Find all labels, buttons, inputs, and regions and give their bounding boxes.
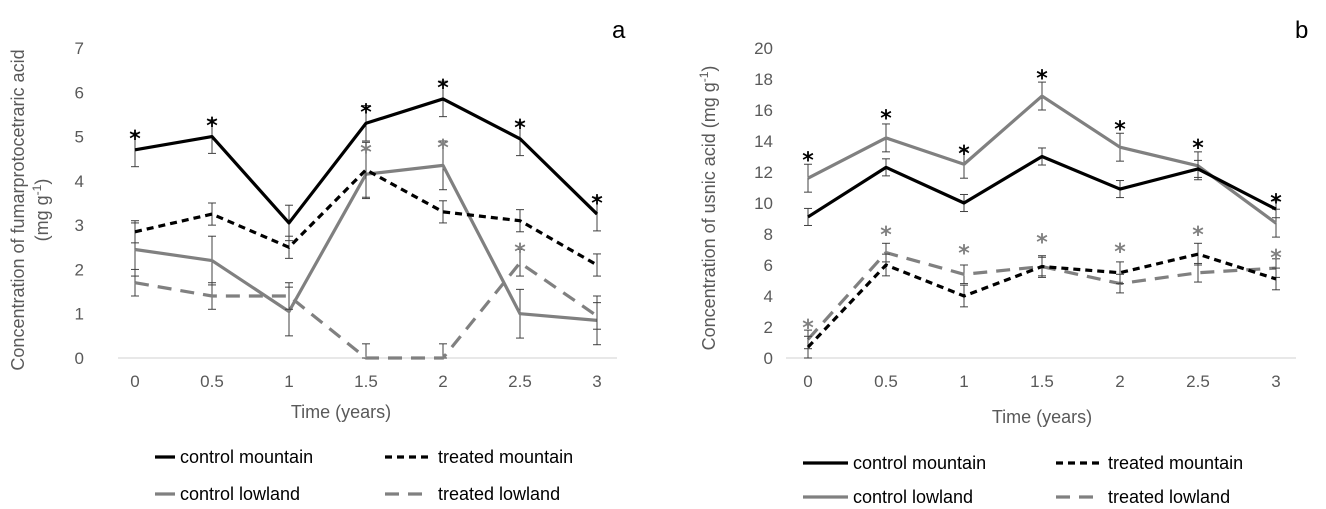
panel-b-significance-star: *	[880, 107, 892, 132]
panel-b-significance-star: *	[1270, 190, 1282, 215]
panel-a-y-tick-label: 7	[75, 39, 84, 58]
panel-b-line-control-mountain	[807, 154, 1277, 219]
panel-b-x-tick-label: 0	[803, 372, 812, 391]
panel-a-significance-star: *	[437, 136, 449, 161]
panel-a-x-tick-label: 3	[592, 372, 601, 391]
panel-a-y-tick-label: 5	[75, 128, 84, 147]
panel-b-significance-star: *	[958, 142, 970, 167]
panel-b-significance-star: *	[1114, 117, 1126, 142]
panel-b-x-tick-label: 1	[959, 372, 968, 391]
panel-a-x-tick-label: 0	[130, 372, 139, 391]
panel-b-series-control-mountain	[804, 147, 1280, 226]
panel-a-y-tick-label: 1	[75, 305, 84, 324]
panel-a-ylabel-line2: (mg g-1)	[30, 179, 52, 242]
panel-a-significance-star: *	[437, 76, 449, 101]
panel-a-y-tick-label: 6	[75, 83, 84, 102]
panel-a-significance-star: *	[591, 191, 603, 216]
panel-b-legend: control mountain treated mountain control …	[803, 453, 1243, 507]
panel-a-significance-star: *	[360, 101, 372, 126]
panel-b-significance-star: *	[1270, 246, 1282, 271]
panel-b-y-tick-label: 10	[754, 194, 773, 213]
panel-b-line-treated-mountain	[806, 252, 1277, 349]
panel-b-y-tick-label: 2	[764, 318, 773, 337]
panel-a-legend-label: control lowland	[180, 484, 300, 504]
panel-b-y-tick-label: 14	[754, 132, 773, 151]
panel-b-significance-star: *	[1114, 240, 1126, 265]
panel-b-legend-label: control mountain	[853, 453, 986, 473]
panel-a-y-tick-label: 0	[75, 349, 84, 368]
panel-b-legend-label: treated mountain	[1108, 453, 1243, 473]
panel-a-x-tick-label: 1	[284, 372, 293, 391]
panel-a-significance-star: *	[360, 140, 372, 165]
panel-a-x-tick-label: 2	[438, 372, 447, 391]
panel-b-xlabel: Time (years)	[992, 407, 1092, 427]
panel-b-significance-star: *	[880, 223, 892, 248]
panel-a-y-tick-label: 2	[75, 260, 84, 279]
panel-b-chart: b Concentration of usnic acid (mg g-1) T…	[697, 17, 1308, 507]
panel-b-significance-star: *	[1036, 231, 1048, 256]
panel-b-x-tick-label: 3	[1271, 372, 1280, 391]
panel-b-legend-label: control lowland	[853, 487, 973, 507]
panel-b-legend-label: treated lowland	[1108, 487, 1230, 507]
panel-b-y-tick-label: 0	[764, 349, 773, 368]
panel-b-x-tick-label: 1.5	[1030, 372, 1054, 391]
panel-a-x-tick-label: 0.5	[200, 372, 224, 391]
panel-a-legend-label: treated lowland	[438, 484, 560, 504]
panel-b-label: b	[1295, 17, 1308, 44]
panel-b-significance-star: *	[802, 148, 814, 173]
panel-b-x-tick-label: 0.5	[874, 372, 898, 391]
panel-a-series-treated-mountain	[131, 141, 601, 277]
panel-a-legend-label: treated mountain	[438, 447, 573, 467]
panel-b-significance-star: *	[958, 241, 970, 266]
panel-b-series-treated-mountain	[804, 242, 1280, 359]
panel-b-y-tick-label: 4	[764, 287, 773, 306]
panel-a-line-treated-lowland	[134, 261, 598, 360]
panel-a-chart: a Concentration of fumarprotocetraric ac…	[8, 17, 626, 504]
panel-a-significance-star: *	[514, 116, 526, 141]
panel-a-x-tick-label: 2.5	[508, 372, 532, 391]
panel-a-y-tick-label: 3	[75, 216, 84, 235]
panel-b-ylabel: Concentration of usnic acid (mg g-1)	[697, 66, 719, 351]
panel-a-label: a	[612, 17, 626, 44]
panel-a-significance-star: *	[129, 127, 141, 152]
panel-a-legend: control mountain treated mountain control …	[155, 447, 573, 504]
panel-b-x-tick-label: 2	[1115, 372, 1124, 391]
panel-a-ylabel-line1: Concentration of fumarprotocetraric acid	[8, 49, 28, 370]
panel-b-significance-star: *	[1036, 66, 1048, 91]
panel-b-y-tick-label: 6	[764, 256, 773, 275]
panel-b-significance-star: *	[802, 316, 814, 341]
panel-b-y-tick-label: 16	[754, 101, 773, 120]
panel-a-x-tick-label: 1.5	[354, 372, 378, 391]
panel-b-y-tick-label: 18	[754, 70, 773, 89]
panel-b-significance-star: *	[1192, 223, 1204, 248]
panel-a-legend-label: control mountain	[180, 447, 313, 467]
panel-a-series-control-mountain	[131, 80, 601, 242]
panel-b-y-tick-label: 20	[754, 39, 773, 58]
panel-b-significance-star: *	[1192, 136, 1204, 161]
panel-b-y-tick-label: 8	[764, 225, 773, 244]
panel-a-line-treated-mountain	[134, 168, 598, 267]
panel-b-x-tick-label: 2.5	[1186, 372, 1210, 391]
panel-a-line-control-mountain	[134, 97, 599, 225]
panel-a-series-treated-lowland	[131, 249, 601, 360]
panel-b-y-tick-label: 12	[754, 163, 773, 182]
panel-a-xlabel: Time (years)	[291, 402, 391, 422]
panel-a-significance-star: *	[514, 240, 526, 265]
panel-a-significance-star: *	[206, 114, 218, 139]
panel-a-y-tick-label: 4	[75, 172, 84, 191]
